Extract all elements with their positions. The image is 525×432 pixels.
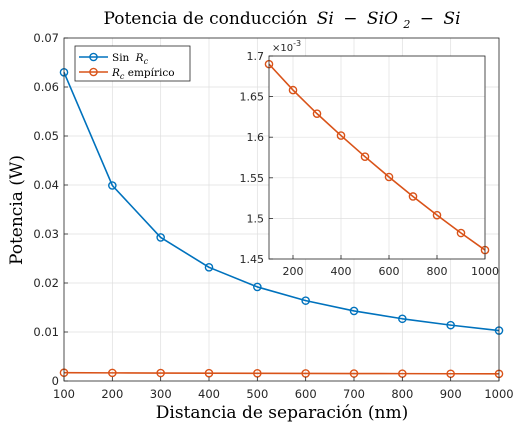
main-xtick-label-200: 200 [101,387,123,401]
inset-series-0-point-200 [288,85,298,95]
inset-xtick-label-1000: 1000 [471,265,499,278]
title-minus-2: − [420,9,434,29]
main-series-rc-emp-rico-line [63,371,500,375]
main-axes-box [63,37,500,382]
inset-series-0-point-500 [360,152,370,161]
main-xtick-label-400: 400 [198,387,220,401]
inset-ytick-label-1-5: 1.5 [247,212,265,225]
main-series-sin-rc-point-600 [301,296,310,305]
legend-label-rc-empirico-suffix: empírico [124,67,174,79]
inset-ytick-label-1-6: 1.6 [247,131,265,144]
title-math-sio: SiO [367,9,398,29]
inset-series-0-point-300 [312,109,322,118]
inset-scale-exponent: ×10-3 [272,39,301,54]
main-xtick-label-900: 900 [440,387,462,401]
main-series-rc-emp-rico-point-200 [108,368,117,378]
inset-series-0-line [268,63,486,251]
inset-series-0-point-600 [384,172,394,182]
main-series-sin-rc-point-300 [156,233,165,242]
legend-label-sin-rc: Sin Rc [112,52,149,66]
main-xtick-label-300: 300 [150,387,172,401]
inset-ytick-label-1-65: 1.65 [240,91,265,104]
title-minus-1: − [343,9,357,29]
legend-marker-sin-rc [89,52,98,62]
inset-series-0-point-900 [456,228,466,238]
inset-axes-box [268,55,486,260]
main-ytick-label-0-07: 0.07 [33,31,59,45]
main-ytick-label-0-02: 0.02 [33,276,59,290]
main-series-sin-rc-point-800 [398,314,407,324]
main-xtick-label-500: 500 [246,387,268,401]
inset-plot-area [269,56,485,259]
title-math-si-2: Si [443,9,460,29]
inset-scale-base: ×10 [272,43,293,54]
main-ytick-label-0-03: 0.03 [33,227,59,241]
main-series-sin-rc-point-900 [446,320,455,330]
main-xtick-label-1000: 1000 [484,387,513,401]
main-series-sin-rc-point-400 [204,263,214,272]
inset-xtick-label-600: 600 [379,265,400,278]
legend: Sin Rc Rc empírico [74,45,191,82]
inset-ytick-label-1-55: 1.55 [240,172,265,185]
main-xtick-label-800: 800 [391,387,413,401]
inset-ytick-label-1-7: 1.7 [247,50,265,63]
inset-ytick-label-1-45: 1.45 [240,253,265,266]
legend-label-rc-empirico-var: R [111,67,120,79]
inset-tick-labels: 200 400 600 800 1000 1.45 1.5 1.55 1.6 1.65 1.7 [240,50,500,278]
inset-xtick-label-800: 800 [427,265,448,278]
main-series-rc-emp-rico-point-300 [156,368,165,378]
main-series-rc-emp-rico-point-500 [253,368,262,378]
x-axis-label: Distancia de separación (nm) [156,403,409,423]
main-xtick-label-100: 100 [53,387,75,401]
inset-series-0-point-400 [336,131,346,140]
main-ytick-label-0-06: 0.06 [33,80,59,94]
main-series-sin-rc-point-200 [108,181,117,190]
y-axis-label: Potencia (W) [7,155,27,265]
inset-series-0-point-700 [408,192,418,201]
main-series-sin-rc-point-700 [349,306,359,316]
legend-label-sin-rc-sub: c [144,57,149,66]
main-series-rc-emp-rico-point-400 [204,368,214,378]
title-text: Potencia de conducción [103,9,307,29]
main-ytick-label-0-01: 0.01 [33,325,59,339]
legend-label-rc-empirico: Rc empírico [111,67,175,81]
main-series-sin-rc-point-500 [253,282,262,292]
title-math-si-1: Si [317,9,334,29]
legend-label-sin-rc-var: R [135,52,144,64]
inset-xtick-label-200: 200 [283,265,304,278]
main-xtick-label-700: 700 [343,387,365,401]
inset-scale-power: -3 [293,39,301,48]
legend-marker-rc-empirico [89,67,98,77]
main-ytick-label-0: 0 [52,374,59,388]
inset-xtick-label-400: 400 [331,265,352,278]
main-ytick-label-0-05: 0.05 [33,129,59,143]
main-tick-labels: 100 200 300 400 500 600 700 800 900 1000 0 0.01 0.02… [33,31,513,401]
main-ytick-label-0-04: 0.04 [33,178,59,192]
title-math-sub: 2 [402,18,410,31]
legend-label-sin-rc-prefix: Sin [112,52,130,64]
main-series-sin-rc-line [63,71,500,332]
chart-title: Potencia de conducción Si − SiO 2 − Si [103,9,460,33]
legend-label-rc-empirico-sub: c [120,72,125,81]
main-xtick-label-600: 600 [295,387,317,401]
inset-series-0-point-800 [432,210,442,220]
